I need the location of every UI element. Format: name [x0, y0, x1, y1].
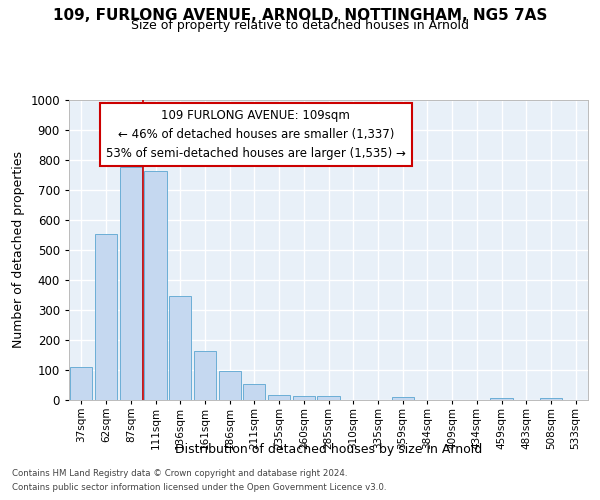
Text: Size of property relative to detached houses in Arnold: Size of property relative to detached ho… — [131, 18, 469, 32]
Bar — [169, 296, 191, 400]
Bar — [218, 371, 241, 400]
Bar — [293, 396, 315, 400]
Bar — [145, 172, 167, 400]
Text: 109, FURLONG AVENUE, ARNOLD, NOTTINGHAM, NG5 7AS: 109, FURLONG AVENUE, ARNOLD, NOTTINGHAM,… — [53, 8, 547, 22]
Bar — [70, 367, 92, 400]
Bar — [268, 394, 290, 400]
Y-axis label: Number of detached properties: Number of detached properties — [12, 152, 25, 348]
Bar — [490, 398, 512, 400]
Text: Distribution of detached houses by size in Arnold: Distribution of detached houses by size … — [175, 442, 482, 456]
Bar — [119, 166, 142, 400]
Bar — [540, 398, 562, 400]
Text: 109 FURLONG AVENUE: 109sqm
← 46% of detached houses are smaller (1,337)
53% of s: 109 FURLONG AVENUE: 109sqm ← 46% of deta… — [106, 109, 406, 160]
Bar — [95, 234, 117, 400]
Bar — [194, 350, 216, 400]
Text: Contains public sector information licensed under the Open Government Licence v3: Contains public sector information licen… — [12, 484, 386, 492]
Bar — [243, 384, 265, 400]
Text: Contains HM Land Registry data © Crown copyright and database right 2024.: Contains HM Land Registry data © Crown c… — [12, 468, 347, 477]
Bar — [392, 397, 414, 400]
Bar — [317, 396, 340, 400]
